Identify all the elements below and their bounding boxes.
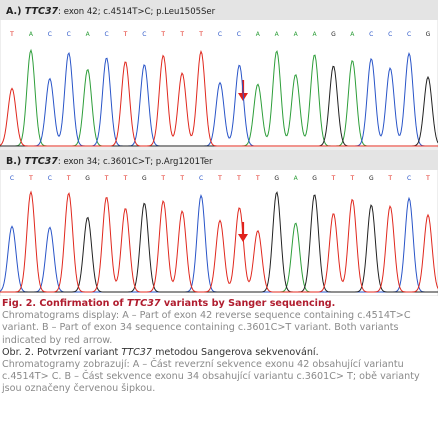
base-letter: A [29,31,34,38]
base-letter: C [369,31,373,38]
text: Obr. 2. Potvrzení variant [2,346,122,358]
base-letter: T [198,31,203,38]
base-letter: T [160,31,165,38]
base-letter: C [237,31,241,38]
base-letter: A [294,175,299,182]
base-letter: T [28,175,33,182]
base-letter: T [387,175,392,182]
base-letter: T [179,175,184,182]
base-letter: G [312,175,317,182]
panel-b-header [0,150,438,170]
detail: : exon 34; c.3601C>T; p.Arg1201Ter [58,157,213,167]
base-letter: A [312,31,317,38]
caption-title-en: Fig. 2. Confirmation of TTC37 variants b… [2,298,436,310]
base-letter: G [142,175,147,182]
base-letter: C [67,31,71,38]
text: variants by Sanger sequencing. [160,298,336,309]
text: metodou Sangerova sekvenování. [152,346,319,358]
base-letter: A [256,31,261,38]
caption-text-en: Chromatograms display: A – Part of exon … [2,310,411,346]
base-letter: C [142,31,146,38]
base-letter: G [274,175,279,182]
base-letter: T [123,175,128,182]
base-letter: T [179,31,184,38]
base-letter: A [294,31,299,38]
base-letter: C [199,175,203,182]
base-letter: G [85,175,90,182]
figure: A.) TTC37: exon 42; c.4514T>C; p.Leu1505… [0,0,438,296]
base-letter: C [48,175,52,182]
base-letter: C [407,175,411,182]
base-letter: C [104,31,108,38]
base-letter: T [104,175,109,182]
base-letter: C [407,31,411,38]
gene: TTC37 [25,156,59,167]
trace [0,190,438,293]
base-letter: T [350,175,355,182]
base-letter: C [10,175,14,182]
base-letter: T [160,175,165,182]
gene: TTC37 [126,298,161,309]
base-letter: T [255,175,260,182]
base-letter: T [123,31,128,38]
base-letter: G [369,175,374,182]
caption-title-cz: Obr. 2. Potvrzení variant TTC37 metodou … [2,347,436,359]
base-letter: C [388,31,392,38]
base-letter: A [275,31,280,38]
base-letter: T [217,175,222,182]
gene: TTC37 [25,6,59,17]
detail: : exon 42; c.4514T>C; p.Leu1505Ser [58,7,215,17]
base-letter: T [236,175,241,182]
trace [0,191,438,293]
panel-label: B.) [6,156,21,167]
trace [0,50,438,147]
base-letter: G [331,31,336,38]
gene: TTC37 [121,346,153,358]
base-letter: A [86,31,91,38]
caption: Fig. 2. Confirmation of TTC37 variants b… [2,298,436,396]
base-letter: T [66,175,71,182]
base-letter: T [331,175,336,182]
base-letter: T [9,31,14,38]
text: Fig. 2. Confirmation of [2,298,127,309]
panel-b-title: B.) TTC37: exon 34; c.3601C>T; p.Arg1201… [6,156,213,167]
panel-a-title: A.) TTC37: exon 42; c.4514T>C; p.Leu1505… [6,6,216,17]
base-letter: A [350,31,355,38]
base-letter: C [48,31,52,38]
panel-label: A.) [6,6,21,17]
base-letter: C [218,31,222,38]
caption-text-cz: Chromatogramy zobrazují: A – Část reverz… [2,359,420,395]
base-letter: T [425,175,430,182]
trace [0,51,438,147]
panel-a-header [0,0,438,20]
base-letter: G [426,31,431,38]
